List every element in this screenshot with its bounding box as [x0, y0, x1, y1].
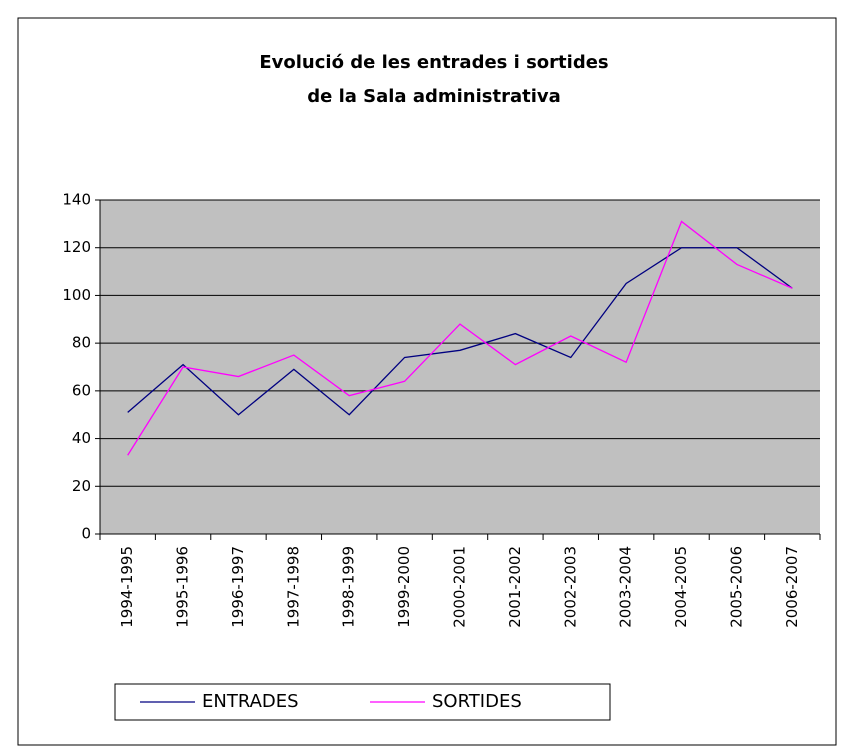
series-line	[127, 220, 793, 456]
x-tick-label: 2003-2004	[617, 546, 635, 628]
x-tick-label: 2005-2006	[727, 546, 745, 628]
x-tick-label: 2000-2001	[451, 546, 469, 628]
x-tick-label: 2001-2002	[506, 546, 524, 628]
chart-title: de la Sala administrativa	[307, 86, 561, 107]
x-tick-label: 1997-1998	[284, 546, 302, 628]
legend-label: SORTIDES	[432, 691, 522, 712]
y-tick-label: 140	[62, 191, 91, 209]
x-tick-label: 1996-1997	[229, 546, 247, 628]
x-tick-label: 1998-1999	[340, 546, 358, 628]
y-tick-label: 80	[72, 334, 91, 352]
x-tick-label: 2004-2005	[672, 546, 690, 628]
y-tick-label: 120	[62, 238, 91, 256]
x-tick-label: 2006-2007	[783, 546, 801, 628]
y-tick-label: 100	[62, 286, 91, 304]
x-tick-label: 1994-1995	[118, 546, 136, 628]
x-tick-label: 1999-2000	[395, 546, 413, 628]
y-tick-label: 0	[81, 525, 91, 543]
series-line	[127, 247, 793, 416]
x-tick-label: 1995-1996	[174, 546, 192, 628]
legend	[114, 683, 611, 721]
chart-title: Evolució de les entrades i sortides	[259, 52, 608, 73]
legend-label: ENTRADES	[202, 691, 299, 712]
y-tick-label: 60	[72, 381, 91, 399]
y-tick-label: 40	[72, 429, 91, 447]
y-tick-label: 20	[72, 477, 91, 495]
x-tick-label: 2002-2003	[561, 546, 579, 628]
plot-area	[100, 200, 820, 534]
